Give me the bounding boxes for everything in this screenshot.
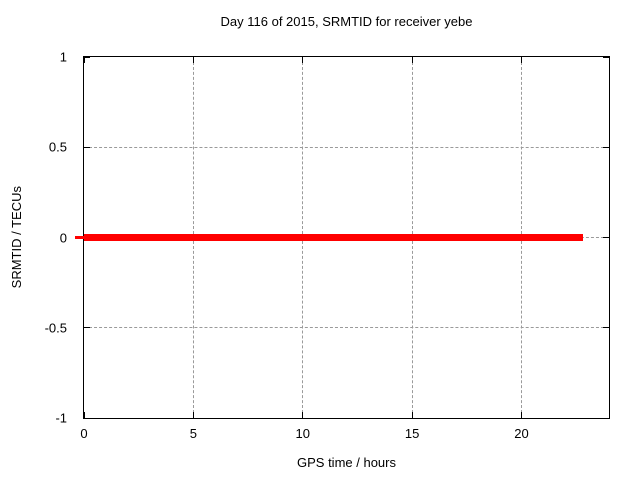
axis-tick-x-top (521, 57, 522, 63)
y-tick-labels: -1 -0.5 0 0.5 1 (0, 50, 67, 426)
axis-tick-x-top (302, 57, 304, 63)
y-tick-label: 0.5 (48, 139, 67, 155)
axis-tick-x-top (192, 57, 194, 63)
axis-tick-x-top (411, 57, 413, 63)
axis-tick-x-bottom (192, 412, 194, 418)
axis-tick-y-right (603, 56, 609, 58)
axis-tick-y-left (84, 146, 90, 148)
grid-line-horizontal (84, 146, 609, 148)
y-tick-label: 0 (59, 230, 67, 245)
y-tick-label: -1 (55, 410, 67, 426)
axis-tick-x-bottom (521, 412, 522, 418)
axis-tick-y-right (603, 327, 609, 329)
axis-tick-x-bottom (411, 412, 413, 418)
axis-tick-y-left (84, 417, 90, 419)
x-tick-label: 10 (295, 426, 310, 441)
axis-tick-x-bottom (83, 412, 85, 418)
y-tick-label: -0.5 (44, 320, 67, 336)
x-axis-label: GPS time / hours (297, 455, 396, 470)
plot-area (75, 56, 610, 419)
chart-title: Day 116 of 2015, SRMTID for receiver yeb… (220, 14, 473, 29)
x-tick-label: 15 (404, 426, 420, 441)
axis-tick-y-left (84, 56, 90, 58)
axis-tick-y-right (603, 417, 609, 419)
axis-tick-x-bottom (302, 412, 304, 418)
y-tick-label: 1 (59, 49, 67, 65)
x-tick-labels: 0 5 10 15 20 (80, 426, 609, 442)
axis-tick-y-left (84, 327, 90, 329)
axis-tick-x-top (83, 57, 85, 63)
x-tick-label: 5 (189, 426, 197, 441)
grid-line-horizontal (84, 327, 609, 329)
axis-tick-y-right (603, 237, 609, 238)
axis-tick-y-right (603, 146, 609, 148)
x-tick-label: 0 (80, 426, 88, 441)
series-line-end-cap (75, 236, 85, 239)
series-line (84, 234, 583, 241)
x-tick-label: 20 (514, 426, 529, 441)
